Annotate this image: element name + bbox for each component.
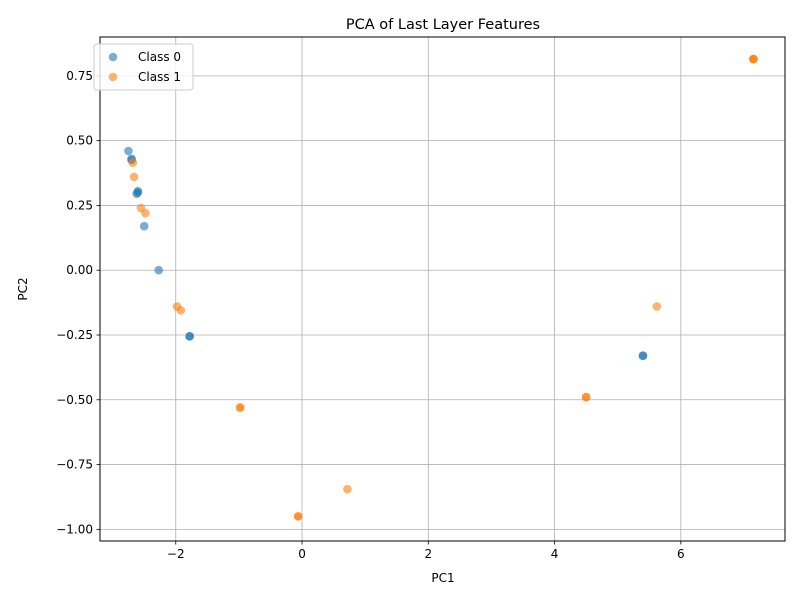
legend: Class 0 Class 1 xyxy=(93,43,194,91)
class-0-point xyxy=(139,221,149,231)
y-tick-label: −0.50 xyxy=(56,393,93,407)
x-tick-label: 2 xyxy=(424,547,432,561)
class-1-point xyxy=(176,306,186,315)
y-tick-label: −0.25 xyxy=(56,328,93,342)
legend-label-class-0: Class 0 xyxy=(138,50,181,64)
x-tick-label: −2 xyxy=(167,547,185,561)
x-tick-label: 6 xyxy=(677,547,685,561)
data-points xyxy=(124,54,758,521)
class-1-point xyxy=(293,512,303,521)
class-1-point xyxy=(652,302,662,311)
x-tick-label: 0 xyxy=(298,547,306,561)
legend-label-class-1: Class 1 xyxy=(138,70,181,84)
x-tick-label: 4 xyxy=(551,547,559,561)
ticks: −2 0 2 4 6 −1.00 −0.75 −0.50 −0.25 0.00 0.25 0.50 0.… xyxy=(56,69,684,561)
grid xyxy=(100,37,785,541)
class-1-point xyxy=(581,392,591,402)
class-0-point xyxy=(133,188,143,197)
class-1-point xyxy=(129,172,139,182)
class-1-point xyxy=(343,484,352,494)
chart-title: PCA of Last Layer Features xyxy=(346,17,540,33)
class-0-point xyxy=(638,351,648,361)
class-1-point xyxy=(128,158,138,167)
class-1-point xyxy=(749,54,758,64)
x-axis-label: PC1 xyxy=(431,571,454,585)
y-tick-label: 0.75 xyxy=(66,69,93,83)
y-tick-label: −0.75 xyxy=(56,458,93,472)
class-0-point xyxy=(154,265,164,275)
plot-area-frame xyxy=(99,36,786,542)
class-0-point xyxy=(185,331,194,341)
class-1-point xyxy=(141,208,150,218)
y-tick-label: 0.25 xyxy=(66,198,93,212)
legend-frame xyxy=(93,43,194,91)
y-tick-label: 0.00 xyxy=(66,263,93,277)
class-1-point xyxy=(235,403,245,412)
class-0-point xyxy=(124,146,133,156)
y-tick-label: −1.00 xyxy=(56,522,93,536)
legend-marker-class-1 xyxy=(108,72,118,82)
y-axis-label: PC2 xyxy=(16,277,30,300)
legend-marker-class-0 xyxy=(108,52,118,62)
y-tick-label: 0.50 xyxy=(66,134,93,148)
